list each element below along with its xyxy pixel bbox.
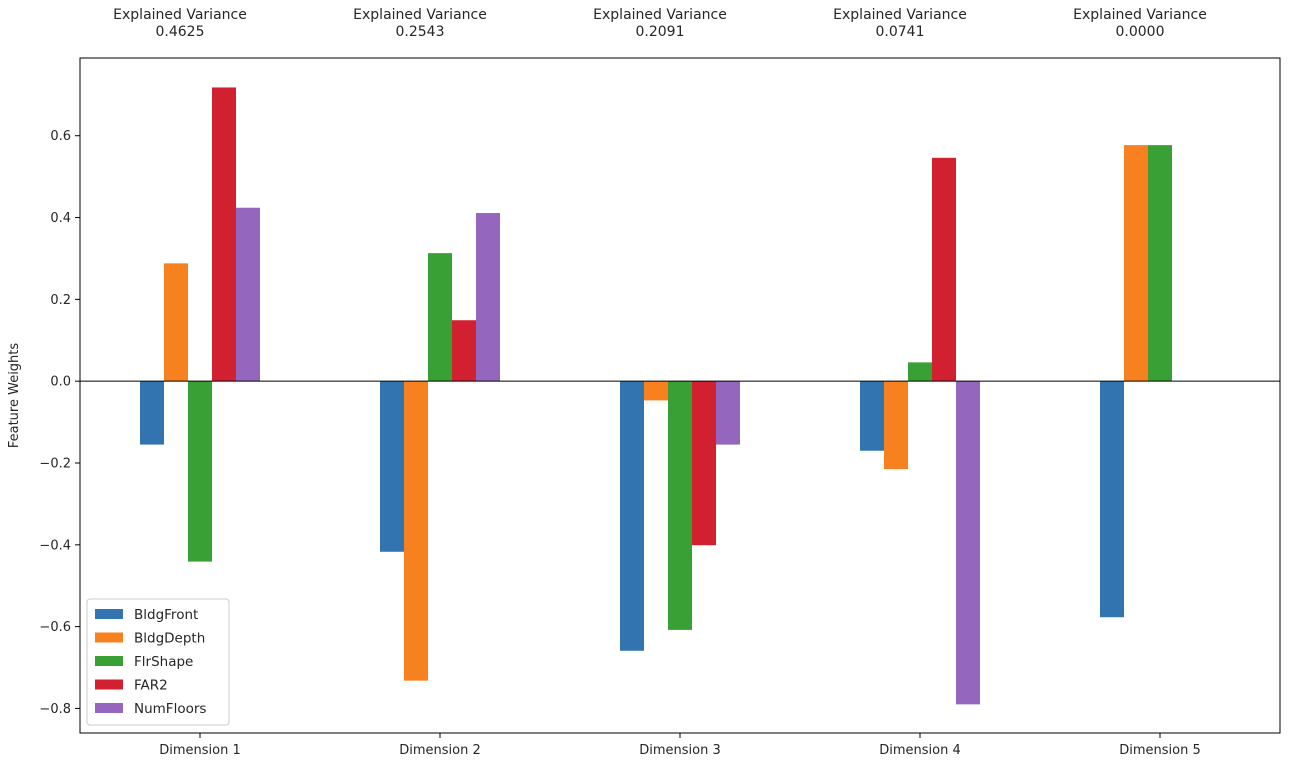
bar-bldgfront-dim2 <box>380 381 404 552</box>
explained-variance-title: Explained Variance <box>1073 7 1207 23</box>
bar-numfloors-dim2 <box>476 213 500 382</box>
explained-variance-value: 0.0000 <box>1116 24 1165 40</box>
bar-bldgdepth-dim4 <box>884 381 908 470</box>
bar-bldgfront-dim4 <box>860 381 884 451</box>
bar-numfloors-dim1 <box>236 207 260 382</box>
bar-bldgdepth-dim2 <box>404 381 428 681</box>
y-axis: −0.8 −0.6 −0.4 −0.2 0.0 0.2 0.4 0.6 <box>39 129 80 717</box>
legend-label-far2: FAR2 <box>134 678 168 694</box>
bar-far2-dim4 <box>932 157 956 382</box>
x-tick-label: Dimension 5 <box>1119 743 1201 758</box>
explained-variance-value: 0.4625 <box>156 24 205 40</box>
bar-far2-dim1 <box>212 87 236 382</box>
explained-variance-title: Explained Variance <box>353 7 487 23</box>
bar-far2-dim2 <box>452 320 476 382</box>
legend-box <box>86 598 230 726</box>
legend-swatch-bldgdepth <box>95 632 123 643</box>
legend-label-bldgfront: BldgFront <box>134 607 198 623</box>
y-tick-label: 0.4 <box>50 211 71 226</box>
explained-variance-value: 0.2543 <box>396 24 445 40</box>
explained-variance-title: Explained Variance <box>593 7 727 23</box>
bar-numfloors-dim3 <box>716 381 740 445</box>
y-tick-label: −0.8 <box>39 702 71 717</box>
legend-swatch-bldgfront <box>95 609 123 619</box>
x-axis: Dimension 1 Dimension 2 Dimension 3 Dimensi… <box>159 733 1201 758</box>
bar-flrshape-dim1 <box>188 381 212 562</box>
x-tick-label: Dimension 1 <box>159 743 241 758</box>
bar-bldgfront-dim3 <box>620 381 644 651</box>
explained-variance-value: 0.0741 <box>876 24 925 40</box>
bar-numfloors-dim4 <box>956 381 980 705</box>
legend: BldgFront BldgDepth FlrShape FAR2 NumFloors <box>86 598 230 726</box>
legend-swatch-flrshape <box>95 656 123 666</box>
explained-variance-title: Explained Variance <box>113 7 247 23</box>
y-tick-label: 0.2 <box>50 293 71 308</box>
x-tick-label: Dimension 2 <box>399 743 481 758</box>
bar-far2-dim3 <box>692 381 716 546</box>
bar-flrshape-dim3 <box>668 381 692 630</box>
bar-bldgdepth-dim1 <box>164 263 188 382</box>
y-tick-label: −0.4 <box>39 538 71 553</box>
bar-bldgfront-dim1 <box>140 381 164 445</box>
y-tick-label: −0.6 <box>39 620 71 635</box>
bar-bldgdepth-dim5 <box>1124 145 1148 382</box>
bar-bldgfront-dim5 <box>1100 381 1124 618</box>
bar-bldgdepth-dim3 <box>644 381 668 401</box>
legend-label-bldgdepth: BldgDepth <box>134 631 205 647</box>
legend-swatch-far2 <box>95 679 123 690</box>
y-tick-label: 0.6 <box>50 129 71 144</box>
bar-flrshape-dim5 <box>1148 145 1172 382</box>
legend-label-numfloors: NumFloors <box>134 701 206 717</box>
x-tick-label: Dimension 4 <box>879 743 961 758</box>
y-tick-label: 0.0 <box>50 375 71 390</box>
y-tick-label: −0.2 <box>39 457 71 472</box>
y-axis-title: Feature Weights <box>7 343 22 449</box>
bar-flrshape-dim2 <box>428 253 452 382</box>
bars-group <box>140 87 1172 705</box>
legend-label-flrshape: FlrShape <box>134 654 193 670</box>
legend-swatch-numfloors <box>95 703 123 713</box>
bar-flrshape-dim4 <box>908 362 932 382</box>
explained-variance-title: Explained Variance <box>833 7 967 23</box>
x-tick-label: Dimension 3 <box>639 743 721 758</box>
explained-variance-value: 0.2091 <box>636 24 685 40</box>
